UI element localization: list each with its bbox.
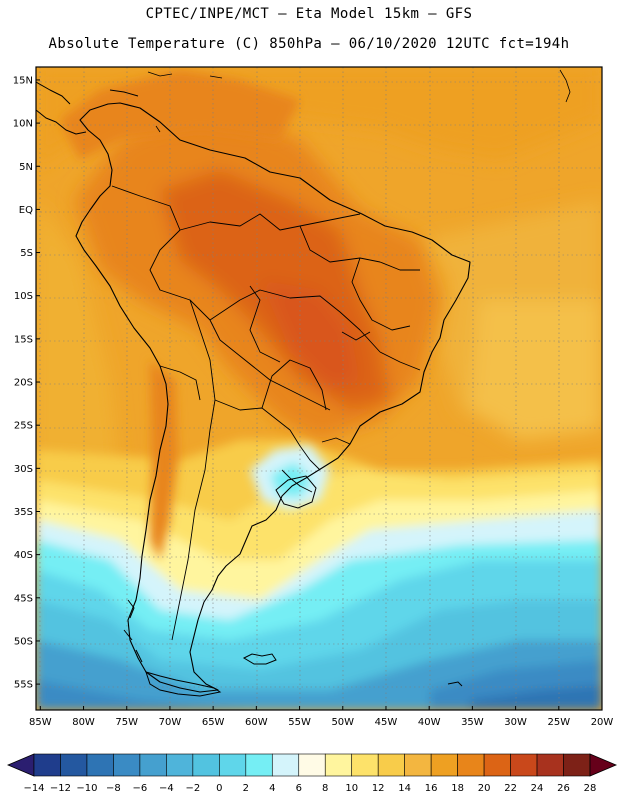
model-title: CPTEC/INPE/MCT – Eta Model 15km – GFS (145, 6, 473, 22)
colorbar-swatch (536, 753, 564, 777)
lon-tick-label: 70W (159, 717, 182, 728)
colorbar-arrow-low (6, 753, 35, 777)
colorbar-label: −4 (159, 783, 174, 794)
lon-tick-label: 40W (418, 717, 441, 728)
colorbar-label: 12 (372, 783, 385, 794)
lon-tick-label: 50W (331, 717, 354, 728)
colorbar-swatch (166, 753, 194, 777)
lon-tick-label: 60W (245, 717, 268, 728)
tierra-del-fuego (123, 599, 222, 697)
lon-tick-label: 30W (504, 717, 527, 728)
colorbar-label: 8 (322, 783, 328, 794)
lat-tick-label: 40S (14, 550, 33, 561)
colorbar-swatch (430, 753, 458, 777)
colorbar-swatch (60, 753, 88, 777)
lon-tick-label: 35W (461, 717, 484, 728)
colorbar-label: 18 (451, 783, 464, 794)
lat-tick-label: 50S (14, 636, 33, 647)
lat-tick-label: 35S (14, 507, 33, 518)
lon-tick-label: 65W (202, 717, 225, 728)
colorbar-swatch (33, 753, 61, 777)
central-america-coastline (36, 81, 139, 135)
lat-tick-label: 10N (13, 119, 33, 130)
colorbar-label: −10 (76, 783, 97, 794)
colorbar-swatch (483, 753, 511, 777)
country-borders (111, 185, 421, 641)
lat-tick-label: 5N (19, 162, 33, 173)
colorbar-label: 6 (296, 783, 302, 794)
colorbar-swatch (377, 753, 405, 777)
colorbar-swatch (139, 753, 167, 777)
lat-tick-label: EQ (19, 205, 33, 216)
colorbar-swatch (510, 753, 538, 777)
colorbar-label: 2 (243, 783, 249, 794)
longitude-axis: 85W 80W 75W 70W 65W 60W 55W 50W 45W 40W 35W 30W 25W 2… (29, 706, 613, 728)
colorbar-swatch (86, 753, 114, 777)
lat-tick-label: 15N (13, 75, 33, 86)
lon-tick-label: 80W (72, 717, 95, 728)
colorbar-label: −8 (106, 783, 121, 794)
lat-tick-label: 10S (14, 291, 33, 302)
lat-tick-label: 30S (14, 464, 33, 475)
colorbar-label: −6 (133, 783, 148, 794)
lon-tick-label: 45W (375, 717, 398, 728)
colorbar-swatch (457, 753, 485, 777)
colorbar-label: 20 (478, 783, 491, 794)
colorbar-swatch (219, 753, 247, 777)
colorbar: −14 −12 −10 −8 −6 −4 −2 0 2 4 6 8 10 12 14 16 18 20 22 24 26… (6, 753, 618, 794)
lat-tick-label: 5S (20, 248, 33, 259)
falkland-islands (242, 653, 277, 665)
colorbar-label: 22 (504, 783, 517, 794)
colorbar-label: 4 (269, 783, 275, 794)
colorbar-swatch (271, 753, 300, 777)
lat-tick-label: 20S (14, 378, 33, 389)
south-america-coastline (75, 102, 471, 693)
colorbar-label: 16 (425, 783, 438, 794)
chart-subtitle: Absolute Temperature (C) 850hPa – 06/10/… (48, 36, 570, 52)
lon-tick-label: 85W (29, 717, 52, 728)
south-georgia (447, 681, 463, 687)
temperature-field (36, 67, 602, 710)
colorbar-arrow-high (589, 753, 618, 777)
colorbar-swatch (113, 753, 141, 777)
la-plata-outline (275, 475, 317, 509)
colorbar-swatch (404, 753, 432, 777)
lat-tick-label: 45S (14, 593, 33, 604)
colorbar-swatch (192, 753, 220, 777)
colorbar-label: 14 (398, 783, 411, 794)
caribbean-islands (147, 69, 571, 133)
colorbar-swatch (298, 753, 326, 777)
colorbar-swatch (324, 753, 353, 777)
latitude-axis: 15N 10N 5N EQ 5S 10S 15S 20S 25S 30S 35S 40S 45S 50S 5… (13, 75, 40, 691)
colorbar-swatch (245, 753, 273, 777)
grid-lines (36, 67, 602, 710)
lat-tick-label: 15S (14, 334, 33, 345)
colorbar-swatch (351, 753, 379, 777)
lon-tick-label: 75W (115, 717, 138, 728)
lon-tick-label: 20W (591, 717, 614, 728)
colorbar-label: −12 (50, 783, 71, 794)
colorbar-label: 26 (557, 783, 570, 794)
colorbar-swatch (563, 753, 591, 777)
colorbar-label: −14 (23, 783, 44, 794)
lat-tick-label: 25S (14, 421, 33, 432)
lon-tick-label: 55W (288, 717, 311, 728)
colorbar-label: 10 (345, 783, 358, 794)
colorbar-label: −2 (185, 783, 200, 794)
map-frame (35, 66, 603, 711)
lat-tick-label: 55S (14, 680, 33, 691)
colorbar-label: 0 (216, 783, 222, 794)
colorbar-label: 24 (531, 783, 544, 794)
colorbar-label: 28 (584, 783, 597, 794)
lon-tick-label: 25W (547, 717, 570, 728)
